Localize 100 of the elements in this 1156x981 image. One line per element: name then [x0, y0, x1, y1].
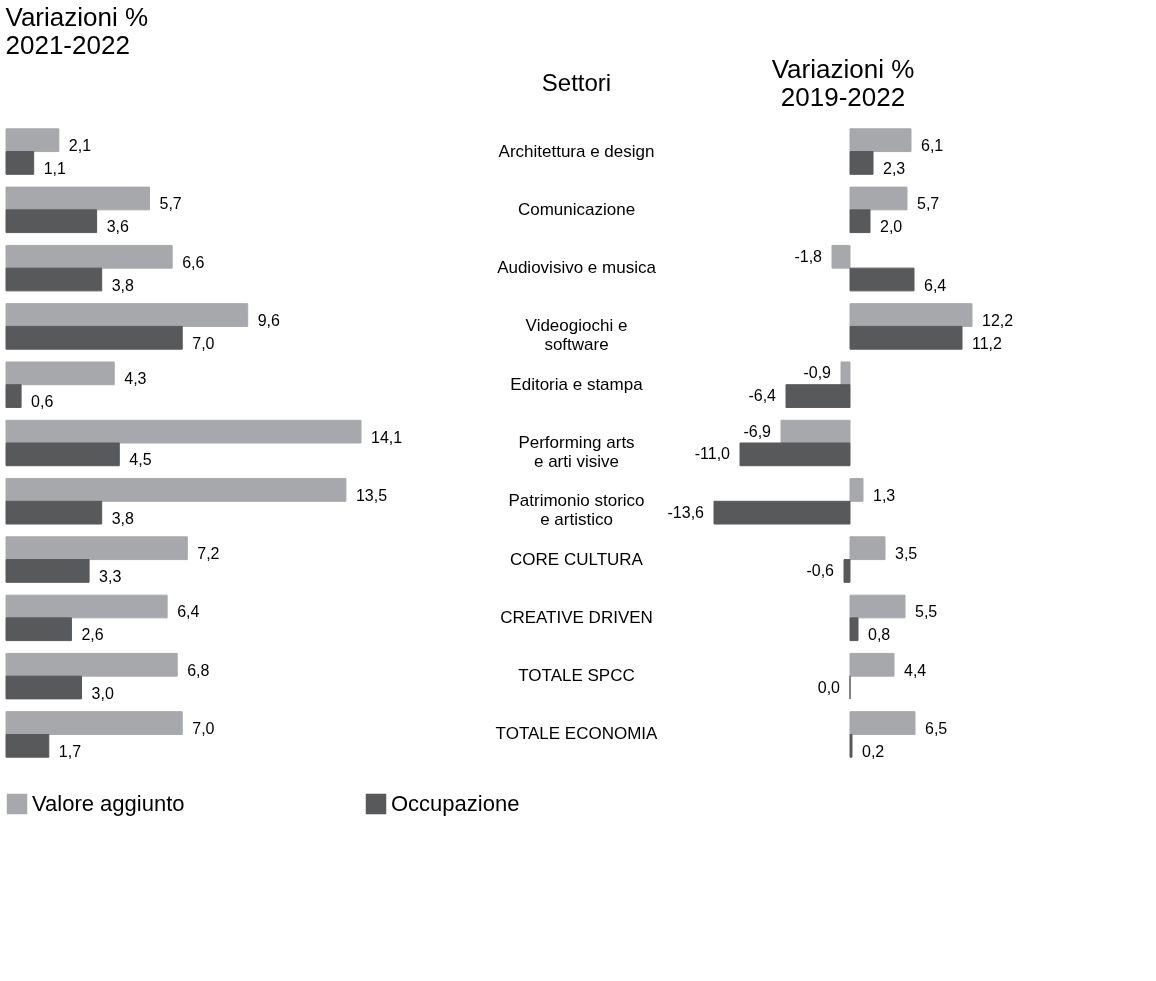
data-label: 2,3 [883, 159, 906, 177]
y-axis-title: Settori [541, 68, 612, 96]
legend-label: Valore aggiunto [32, 791, 185, 816]
chart-title: Variazioni % 2019-2022 [771, 54, 915, 112]
data-label: 1,7 [58, 742, 82, 760]
data-label: 3,6 [106, 218, 129, 236]
data-label: 1,1 [43, 159, 67, 177]
data-label: 13,5 [355, 486, 388, 504]
bar [840, 361, 851, 386]
bar [785, 384, 851, 408]
data-label: 4,4 [904, 661, 927, 679]
bar [5, 384, 22, 408]
y-tick-label: Audiovisivo e musica [497, 258, 657, 278]
bar [849, 617, 859, 642]
data-label: 9,6 [257, 312, 281, 330]
data-label: 6,5 [925, 720, 948, 738]
bar [5, 594, 168, 619]
data-label: 3,8 [111, 276, 135, 294]
y-tick-label: TOTALE SPCC [518, 666, 635, 686]
bar [849, 267, 915, 292]
bar [5, 711, 183, 735]
y-tick-label: TOTALE ECONOMIA [495, 724, 659, 744]
bar [5, 617, 72, 642]
data-label: 3,5 [895, 545, 918, 563]
data-label: 4,5 [129, 451, 152, 469]
data-label: 6,6 [182, 253, 205, 271]
bar [849, 594, 906, 619]
bar [849, 652, 895, 677]
bar [713, 500, 851, 525]
bar [5, 419, 362, 444]
data-label: 3,8 [111, 509, 135, 527]
bar [849, 151, 874, 175]
bar [849, 733, 853, 758]
data-label: 5,7 [917, 195, 940, 213]
bar [5, 325, 183, 350]
y-tick-label: Architettura e design [498, 141, 655, 161]
bar [831, 244, 851, 269]
data-label: -11,0 [694, 445, 731, 463]
bar [5, 652, 178, 677]
bar [5, 128, 60, 153]
data-label: 1,3 [873, 486, 896, 504]
data-label: 0,0 [817, 678, 841, 696]
bar [849, 478, 864, 502]
data-label: 7,0 [192, 334, 215, 352]
bar [843, 559, 851, 583]
y-tick-label: Editoria e stampa [510, 374, 644, 394]
bar [849, 303, 973, 327]
bar [5, 303, 249, 327]
data-label: 14,1 [371, 428, 403, 446]
bar [849, 325, 963, 350]
bar [849, 186, 908, 211]
bar [5, 361, 115, 386]
data-label: -0,6 [806, 561, 835, 579]
data-label: 6,8 [187, 661, 210, 679]
bar [5, 151, 35, 175]
bar [739, 442, 851, 467]
bar [5, 244, 173, 269]
data-label: 0,8 [868, 626, 891, 644]
data-label: 6,4 [924, 276, 947, 294]
data-label: -1,8 [794, 247, 823, 265]
data-label: 4,3 [124, 370, 147, 388]
data-label: 11,2 [972, 334, 1003, 352]
legend-label: Occupazione [391, 791, 520, 816]
y-tick-label: Patrimonio storico e artistico [508, 491, 645, 530]
data-label: 6,4 [177, 603, 200, 621]
bar [5, 559, 90, 583]
data-label: 7,2 [197, 545, 220, 563]
data-label: -6,9 [743, 422, 772, 440]
data-label: 7,0 [192, 720, 215, 738]
bar [849, 209, 871, 234]
data-label: -6,4 [748, 387, 777, 405]
data-label: 2,6 [81, 626, 104, 644]
bar [5, 536, 188, 561]
y-tick-label: Comunicazione [517, 199, 636, 219]
bar [5, 186, 151, 211]
data-label: 0,6 [31, 393, 54, 411]
data-label: 5,7 [159, 195, 182, 213]
chart-title: Variazioni % 2021-2022 [5, 2, 149, 60]
data-label: 3,0 [91, 684, 114, 702]
data-label: -13,6 [667, 503, 705, 521]
data-label: 3,3 [99, 567, 122, 585]
y-tick-label: CORE CULTURA [510, 549, 644, 569]
data-label: 0,2 [862, 742, 885, 760]
y-tick-label: Performing arts e arti visive [518, 433, 635, 471]
data-label: 2,1 [68, 137, 92, 155]
data-label: 5,5 [915, 603, 938, 621]
bar [5, 733, 50, 758]
bar [5, 209, 98, 234]
data-label: 6,1 [921, 137, 944, 155]
y-tick-label: Videogiochi e software [525, 316, 628, 355]
y-tick-label: CREATIVE DRIVEN [500, 607, 653, 627]
bar [5, 478, 347, 502]
bar [5, 267, 103, 292]
bar [849, 536, 886, 561]
bar [5, 500, 103, 525]
bar [5, 675, 83, 700]
bar [5, 442, 120, 467]
bar [849, 711, 916, 735]
data-label: -0,9 [803, 364, 832, 382]
bar [849, 128, 912, 153]
